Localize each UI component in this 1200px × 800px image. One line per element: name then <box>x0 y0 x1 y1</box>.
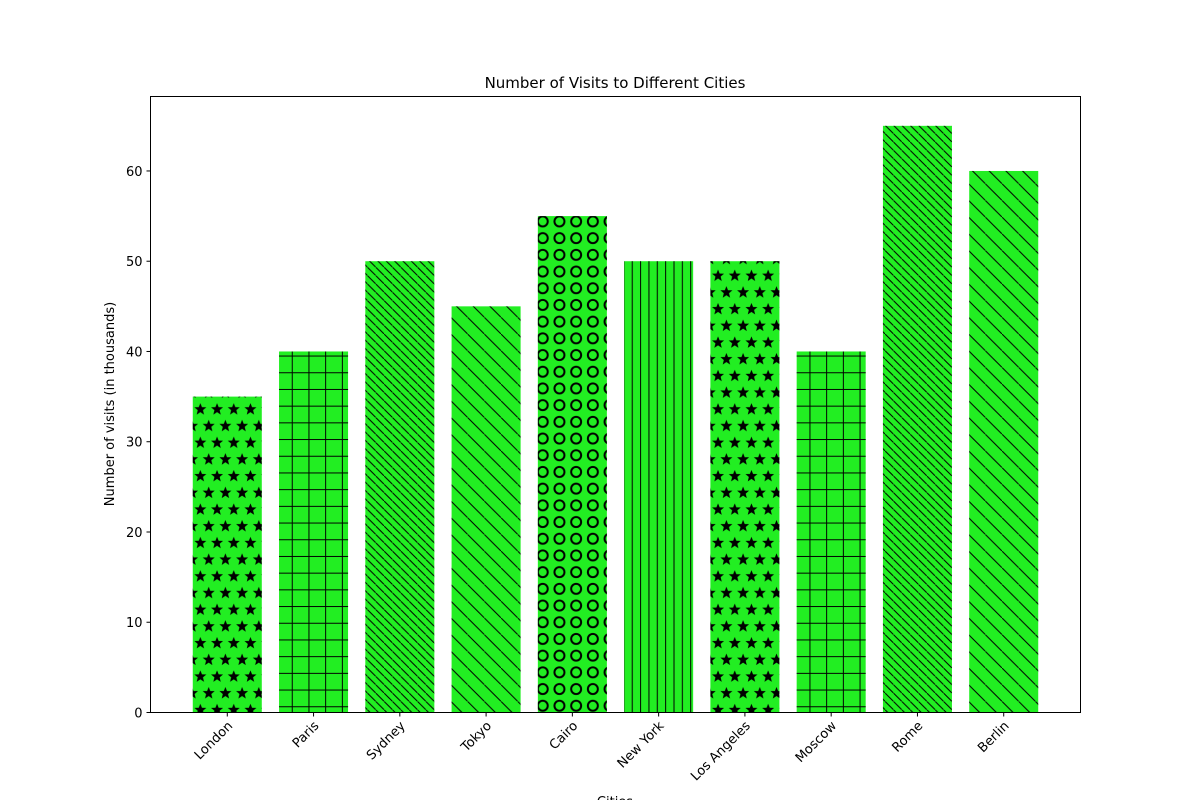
bar-hatch <box>969 170 1039 713</box>
x-tick-label: Moscow <box>793 718 840 765</box>
y-tick-label: 40 <box>126 345 143 360</box>
axes-frame <box>150 96 1081 713</box>
bar-hatch <box>710 261 780 713</box>
x-tick-label: Rome <box>889 719 926 756</box>
y-tick-label: 0 <box>134 707 142 722</box>
chart-title: Number of Visits to Different Cities <box>485 74 746 92</box>
x-tick-label: New York <box>615 718 668 771</box>
y-axis-label: Number of visits (in thousands) <box>103 302 118 506</box>
x-tick-label: Sydney <box>364 719 409 764</box>
y-tick-label: 60 <box>126 165 143 180</box>
x-tick-label: Berlin <box>975 719 1012 756</box>
y-tick-label: 20 <box>126 526 143 541</box>
bar-hatch <box>882 125 952 713</box>
bar-hatch <box>279 351 349 713</box>
x-tick-label: London <box>192 719 236 763</box>
bar-hatch <box>365 261 435 713</box>
bar-hatch <box>192 396 262 713</box>
x-tick-label: Cairo <box>547 719 581 753</box>
bar-hatch <box>537 216 607 713</box>
bar-hatch <box>451 306 521 713</box>
x-tick-label: Los Angeles <box>688 719 754 785</box>
y-tick-label: 10 <box>126 616 143 631</box>
bar-hatch <box>796 351 866 713</box>
x-axis-label: Cities <box>597 795 633 800</box>
bar-hatch <box>624 261 694 713</box>
plot-area <box>192 125 1039 713</box>
x-tick-label: Paris <box>290 719 323 752</box>
x-tick-label: Tokyo <box>458 719 495 756</box>
y-tick-label: 50 <box>126 255 143 270</box>
y-tick-label: 30 <box>126 436 143 451</box>
